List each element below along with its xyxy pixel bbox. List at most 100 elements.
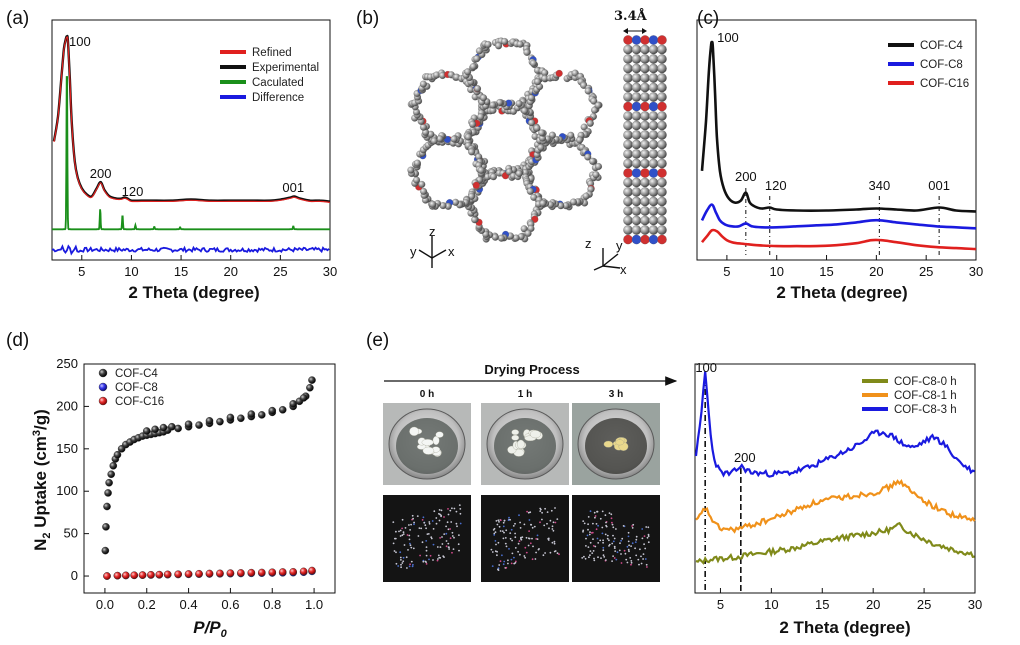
model-atom [647, 535, 650, 537]
model-atom [502, 525, 505, 528]
cof-c16-point [155, 570, 164, 579]
model-atom [587, 516, 590, 518]
framework-atom [534, 78, 542, 86]
model-atom [494, 550, 497, 553]
model-atom [527, 544, 530, 547]
panel-e-x-tick-label: 20 [866, 597, 880, 612]
panel-d-legend-label: COF-C16 [115, 396, 164, 408]
model-atom [505, 566, 508, 569]
model-atom [549, 551, 552, 554]
model-atom [583, 555, 585, 558]
model-atom [507, 519, 510, 521]
stacked-layer-atom [640, 196, 650, 207]
panel-c-legend: COF-C4 COF-C8 COF-C16 [888, 40, 969, 90]
model-atom [437, 558, 439, 560]
framework-atom [594, 101, 602, 109]
model-atom [647, 533, 650, 536]
model-atom [606, 537, 609, 540]
panel-e-legend-label: COF-C8-0 h [894, 376, 957, 388]
model-atom [503, 560, 506, 563]
cof-powder-flake [435, 431, 444, 438]
molecular-model-image [481, 495, 569, 582]
model-atom [399, 535, 402, 537]
model-atom [440, 509, 443, 512]
model-atom [602, 549, 605, 552]
stacked-layer-atom [640, 35, 650, 45]
model-atom [502, 521, 505, 524]
panel-d-legend-marker [98, 382, 108, 392]
model-atom [627, 540, 630, 543]
model-atom [585, 537, 587, 540]
model-atom [519, 553, 521, 556]
model-atom [644, 547, 647, 550]
model-atom [556, 552, 559, 555]
stacked-layer-atom [657, 63, 667, 74]
model-atom [620, 562, 623, 564]
model-atom [401, 527, 403, 530]
panel-a: (a) 5 10 15 20 25 30 2 Theta (degree) 1002001… [6, 8, 337, 302]
cof-c4-point [101, 546, 110, 555]
model-atom [647, 541, 650, 544]
model-atom [511, 552, 514, 555]
model-atom [418, 527, 421, 529]
framework-atom [484, 40, 492, 48]
panel-d-frame [83, 363, 336, 594]
model-atom [438, 509, 441, 511]
model-atom [597, 542, 600, 544]
stacked-layer-atom [623, 120, 633, 131]
model-atom [599, 539, 602, 542]
model-atom [459, 512, 462, 515]
model-atom [401, 518, 404, 521]
panel-a-x-tick-label: 15 [174, 264, 188, 279]
model-atom [630, 561, 633, 564]
panel-c-x-axis: 5 10 15 20 25 30 [723, 255, 983, 279]
model-atom [417, 535, 420, 537]
model-atom [539, 521, 541, 524]
model-atom [543, 524, 546, 527]
panel-c-legend-label: COF-C16 [920, 78, 969, 90]
cof-c4-point [308, 376, 316, 384]
model-atom [517, 542, 520, 545]
model-atom [628, 544, 630, 547]
model-atom [532, 545, 534, 548]
model-atom [437, 554, 440, 557]
panel-a-peak-label: 001 [282, 180, 304, 195]
drying-process-title: Drying Process [484, 362, 579, 377]
framework-atom [523, 48, 531, 56]
panel-d: (d) 0.0 0.2 0.4 0.6 0.8 1.0 0 50 100 150 200 250 N… [6, 330, 336, 640]
framework-atom [580, 123, 588, 131]
model-atom [627, 548, 630, 551]
model-atom [518, 540, 521, 542]
stacked-layer-atom [657, 82, 667, 93]
model-atom [394, 537, 396, 540]
model-atom [429, 554, 432, 557]
molecular-model-image [383, 495, 471, 582]
stacked-layer-atom [631, 177, 642, 188]
model-atom [432, 543, 435, 546]
model-atom [549, 519, 552, 522]
panel-a-x-axis-title: 2 Theta (degree) [128, 283, 259, 302]
panel-d-y-tick-label: 0 [71, 568, 78, 583]
model-atom [458, 534, 460, 536]
model-atom [589, 541, 592, 544]
stacked-layer-atom [623, 44, 633, 55]
model-atom [402, 560, 405, 563]
model-atom [412, 563, 414, 566]
panel-a-peak-label: 120 [122, 184, 144, 199]
panel-d-legend-label: COF-C4 [115, 368, 158, 380]
cof-c4-point [257, 411, 266, 419]
cof-c8-0h-line [695, 521, 975, 565]
model-atom [610, 517, 613, 520]
model-atom [431, 520, 434, 522]
framework-atom [429, 200, 437, 208]
panel-e-legend-label: COF-C8-3 h [894, 404, 957, 416]
model-atom [425, 527, 427, 530]
model-atom [412, 517, 414, 520]
model-atom [547, 538, 549, 540]
panel-e-peak-label: 100 [695, 360, 717, 375]
model-atom [397, 565, 400, 567]
cof-powder-flake [421, 439, 434, 446]
model-atom [393, 550, 396, 552]
model-atom [514, 561, 517, 564]
framework-atom [480, 94, 488, 102]
